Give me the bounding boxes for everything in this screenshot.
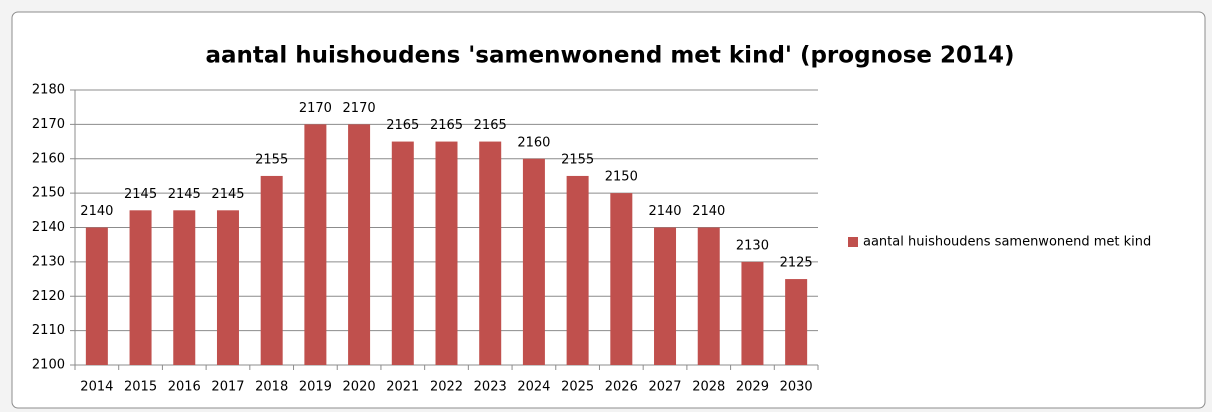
x-tick-label: 2015 (124, 380, 157, 395)
y-tick-label: 2170 (32, 117, 65, 132)
data-label: 2165 (430, 118, 463, 133)
legend-swatch (848, 237, 858, 247)
x-tick-label: 2016 (168, 380, 201, 395)
x-tick-label: 2018 (255, 380, 288, 395)
bar (216, 210, 239, 365)
bar (522, 158, 545, 365)
y-tick-label: 2130 (32, 254, 65, 269)
data-label: 2140 (80, 204, 113, 219)
x-tick-label: 2023 (474, 380, 507, 395)
x-tick-label: 2019 (299, 380, 332, 395)
bar (566, 175, 589, 365)
data-label: 2165 (386, 118, 419, 133)
bar (697, 227, 720, 365)
data-label: 2170 (343, 101, 376, 116)
y-tick-label: 2160 (32, 151, 65, 166)
x-tick-label: 2014 (80, 380, 113, 395)
bar (654, 227, 677, 365)
bar (391, 141, 414, 365)
y-tick-label: 2120 (32, 289, 65, 304)
x-tick-label: 2021 (386, 380, 419, 395)
data-label: 2150 (605, 170, 638, 185)
x-tick-label: 2030 (780, 380, 813, 395)
data-label: 2165 (474, 118, 507, 133)
data-label: 2145 (211, 187, 244, 202)
bar (785, 279, 808, 365)
bar (610, 193, 633, 365)
bar (479, 141, 502, 365)
data-label: 2170 (299, 101, 332, 116)
x-tick-label: 2022 (430, 380, 463, 395)
data-label: 2140 (648, 204, 681, 219)
x-tick-label: 2029 (736, 380, 769, 395)
bar (173, 210, 196, 365)
x-tick-label: 2020 (343, 380, 376, 395)
data-label: 2125 (780, 256, 813, 271)
y-tick-label: 2140 (32, 220, 65, 235)
y-tick-label: 2110 (32, 323, 65, 338)
legend-label: aantal huishoudens samenwonend met kind (863, 235, 1151, 250)
bar (129, 210, 152, 365)
bar (741, 261, 764, 365)
x-tick-label: 2027 (648, 380, 681, 395)
y-tick-label: 2100 (32, 358, 65, 373)
data-label: 2145 (124, 187, 157, 202)
x-tick-label: 2017 (211, 380, 244, 395)
x-tick-label: 2026 (605, 380, 638, 395)
data-label: 2140 (692, 204, 725, 219)
data-label: 2160 (517, 135, 550, 150)
y-tick-label: 2150 (32, 186, 65, 201)
y-tick-label: 2180 (32, 83, 65, 98)
x-tick-label: 2025 (561, 380, 594, 395)
bar (260, 175, 283, 365)
x-tick-label: 2024 (517, 380, 550, 395)
x-tick-label: 2028 (692, 380, 725, 395)
data-label: 2155 (255, 152, 288, 167)
data-label: 2130 (736, 238, 769, 253)
chart-title: aantal huishoudens 'samenwonend met kind… (205, 43, 1014, 69)
bar (348, 124, 371, 365)
data-label: 2155 (561, 152, 594, 167)
bar (435, 141, 458, 365)
data-label: 2145 (168, 187, 201, 202)
bar (85, 227, 108, 365)
bar (304, 124, 327, 365)
